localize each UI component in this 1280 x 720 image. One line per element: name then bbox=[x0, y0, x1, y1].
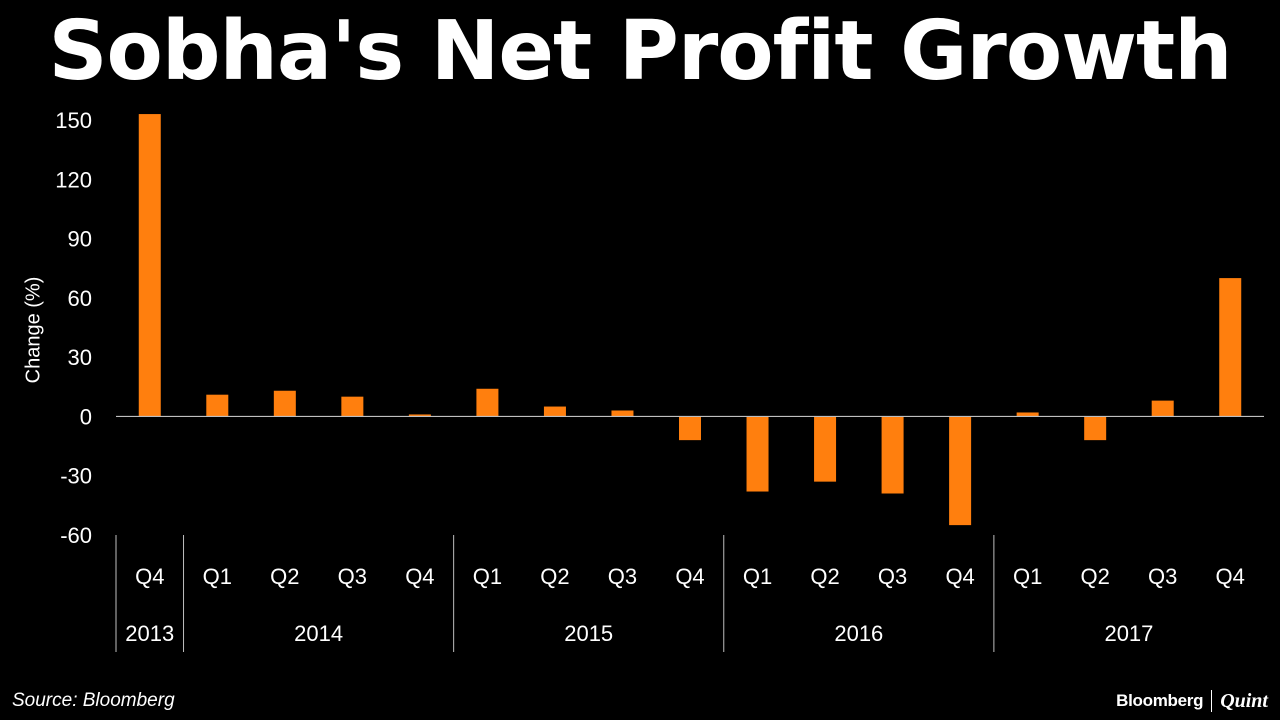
x-tick-label-year: 2017 bbox=[1104, 621, 1153, 646]
bar bbox=[341, 396, 364, 417]
bar bbox=[206, 394, 229, 417]
bar bbox=[476, 388, 499, 417]
x-tick-label-year: 2015 bbox=[564, 621, 613, 646]
x-tick-label-quarter: Q4 bbox=[945, 564, 974, 589]
y-axis-label: Change (%) bbox=[22, 276, 45, 384]
bar bbox=[1084, 416, 1107, 441]
bar bbox=[273, 390, 296, 417]
brand-bloomberg-text: Bloomberg bbox=[1116, 691, 1204, 710]
bar bbox=[949, 416, 972, 526]
x-tick-label-quarter: Q3 bbox=[878, 564, 907, 589]
y-tick-label: -30 bbox=[60, 464, 92, 489]
x-tick-label-quarter: Q2 bbox=[540, 564, 569, 589]
chart-title: Sobha's Net Profit Growth bbox=[48, 4, 1232, 99]
x-tick-label-quarter: Q1 bbox=[203, 564, 232, 589]
x-tick-label-quarter: Q3 bbox=[338, 564, 367, 589]
x-tick-label-quarter: Q1 bbox=[1013, 564, 1042, 589]
y-tick-label: 60 bbox=[68, 286, 92, 311]
bar bbox=[814, 416, 837, 482]
x-tick-label-quarter: Q1 bbox=[743, 564, 772, 589]
bar bbox=[679, 416, 701, 441]
y-tick-label: 90 bbox=[68, 227, 92, 252]
x-tick-label-year: 2016 bbox=[834, 621, 883, 646]
y-tick-label: 30 bbox=[68, 345, 92, 370]
x-tick-label-quarter: Q2 bbox=[270, 564, 299, 589]
bar bbox=[1151, 400, 1174, 417]
brand-divider bbox=[1211, 690, 1213, 712]
bar bbox=[746, 416, 769, 492]
bar bbox=[1016, 412, 1039, 417]
x-tick-label-quarter: Q4 bbox=[675, 564, 704, 589]
x-tick-label-quarter: Q4 bbox=[1216, 564, 1245, 589]
y-tick-label: -60 bbox=[60, 523, 92, 548]
y-tick-label: 150 bbox=[55, 108, 92, 133]
bar bbox=[138, 114, 161, 417]
source-note: Source: Bloomberg bbox=[12, 690, 175, 711]
x-tick-label-quarter: Q3 bbox=[608, 564, 637, 589]
x-tick-label-quarter: Q2 bbox=[1080, 564, 1109, 589]
x-tick-label-quarter: Q1 bbox=[473, 564, 502, 589]
brand-quint-text: Quint bbox=[1220, 689, 1268, 712]
y-tick-label: 120 bbox=[55, 167, 92, 192]
brand-logo: Bloomberg Quint bbox=[1116, 686, 1268, 716]
bar bbox=[611, 410, 634, 417]
bar bbox=[881, 416, 904, 494]
x-tick-label-quarter: Q4 bbox=[135, 564, 164, 589]
bar bbox=[543, 406, 566, 417]
x-tick-label-quarter: Q2 bbox=[810, 564, 839, 589]
bar bbox=[1219, 278, 1242, 417]
x-tick-label-year: 2014 bbox=[294, 621, 343, 646]
bar bbox=[408, 414, 431, 417]
x-tick-label-quarter: Q3 bbox=[1148, 564, 1177, 589]
x-tick-label-year: 2013 bbox=[125, 621, 174, 646]
x-tick-label-quarter: Q4 bbox=[405, 564, 434, 589]
y-tick-label: 0 bbox=[80, 404, 92, 429]
